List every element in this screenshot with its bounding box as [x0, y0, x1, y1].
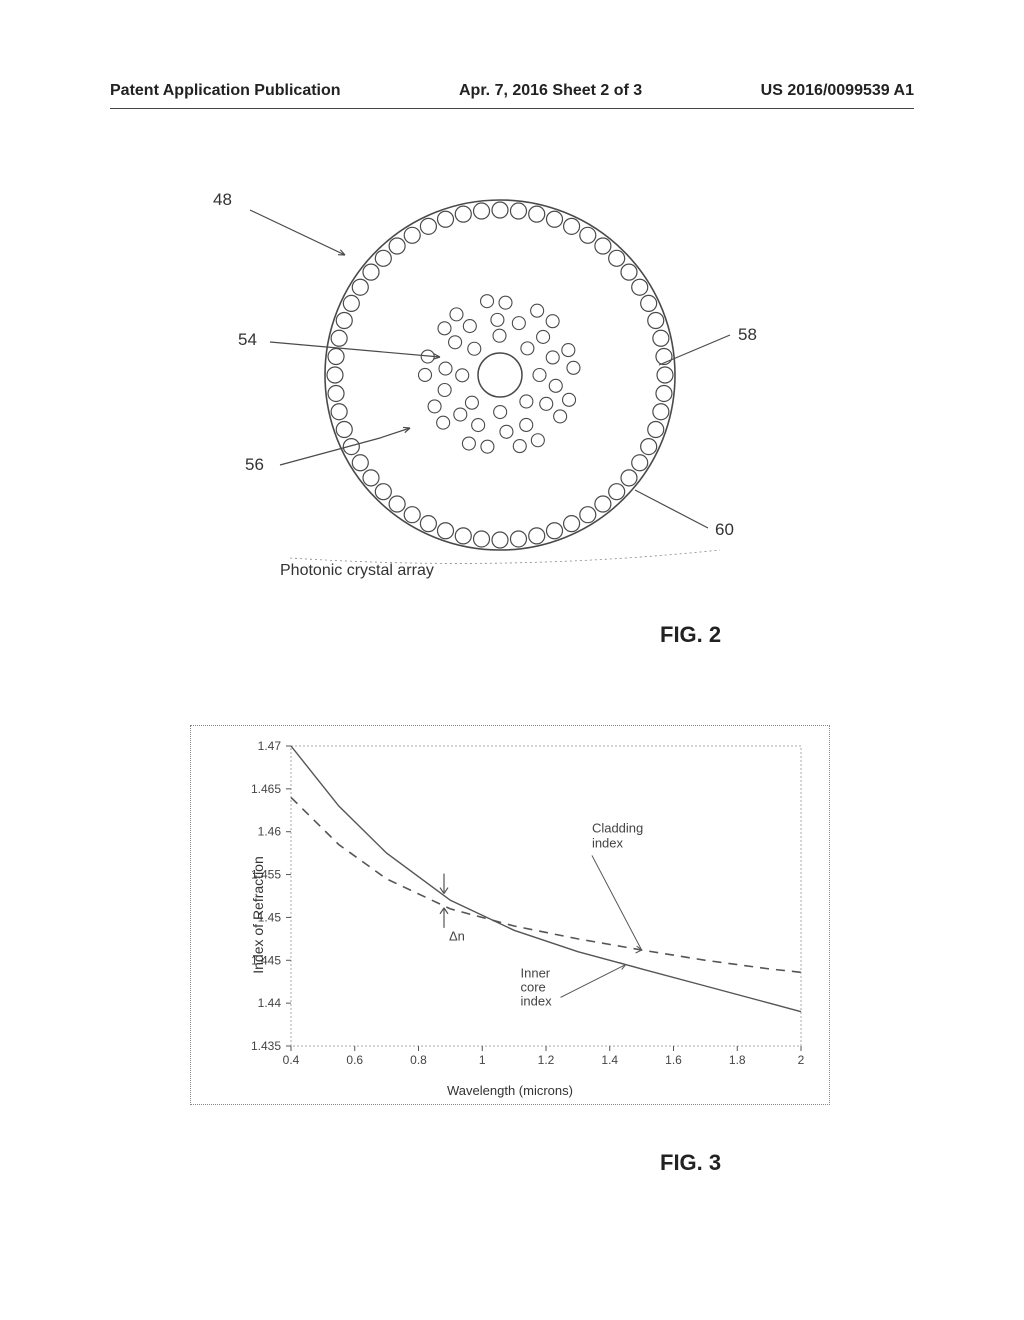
- fig3-ylabel: Index of Refraction: [250, 856, 266, 974]
- svg-text:1.46: 1.46: [258, 825, 282, 839]
- svg-text:Inner: Inner: [521, 965, 551, 980]
- svg-text:1.465: 1.465: [251, 782, 281, 796]
- svg-text:0.8: 0.8: [410, 1053, 427, 1067]
- figure-3: Index of Refraction 0.4 0.6 0.8 1 1.2 1.4 1.6 1…: [190, 725, 830, 1105]
- svg-text:0.4: 0.4: [283, 1053, 300, 1067]
- fig2-svg: [210, 180, 770, 580]
- svg-text:1.47: 1.47: [258, 739, 282, 753]
- fig3-svg: 0.40.60.811.21.41.61.821.4351.441.4451.4…: [191, 726, 831, 1086]
- svg-text:1: 1: [479, 1053, 486, 1067]
- ref-60: 60: [715, 520, 734, 540]
- figure-2: 48 54 56 58 60: [210, 180, 770, 580]
- svg-text:Δn: Δn: [449, 929, 465, 944]
- header-left: Patent Application Publication: [110, 82, 341, 100]
- svg-text:1.6: 1.6: [665, 1053, 682, 1067]
- svg-text:index: index: [592, 835, 624, 850]
- svg-text:1.4: 1.4: [601, 1053, 618, 1067]
- fig2-label: FIG. 2: [660, 622, 721, 648]
- svg-text:1.435: 1.435: [251, 1039, 281, 1053]
- fig3-label: FIG. 3: [660, 1150, 721, 1176]
- svg-text:core: core: [521, 979, 546, 994]
- svg-text:1.2: 1.2: [538, 1053, 555, 1067]
- fig3-xlabel: Wavelength (microns): [447, 1083, 573, 1098]
- ref-54: 54: [238, 330, 257, 350]
- ref-58: 58: [738, 325, 757, 345]
- ref-48: 48: [213, 190, 232, 210]
- ref-56: 56: [245, 455, 264, 475]
- header-right: US 2016/0099539 A1: [761, 82, 914, 100]
- svg-text:Cladding: Cladding: [592, 820, 643, 835]
- svg-text:1.44: 1.44: [258, 996, 282, 1010]
- svg-text:1.8: 1.8: [729, 1053, 746, 1067]
- svg-text:index: index: [521, 993, 553, 1008]
- header-center: Apr. 7, 2016 Sheet 2 of 3: [459, 82, 642, 100]
- page-header: Patent Application Publication Apr. 7, 2…: [0, 82, 1024, 100]
- svg-text:2: 2: [798, 1053, 805, 1067]
- svg-text:0.6: 0.6: [346, 1053, 363, 1067]
- fig2-caption: Photonic crystal array: [280, 562, 434, 580]
- header-rule: [110, 108, 914, 109]
